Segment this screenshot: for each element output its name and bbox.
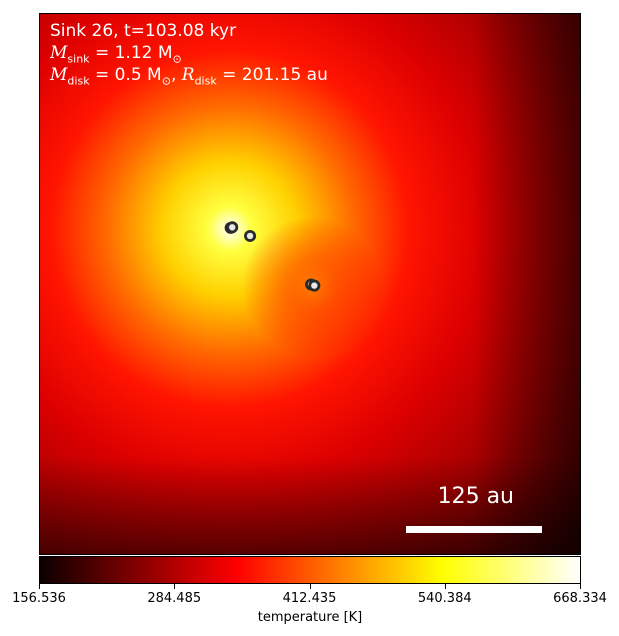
- colorbar-tick: [580, 584, 581, 589]
- snapshot-title: Sink 26, t=103.08 kyr: [50, 21, 237, 41]
- scalebar: [406, 526, 542, 533]
- heatmap-panel: Sink 26, t=103.08 kyr Msink = 1.12 M⊙ Md…: [39, 13, 581, 555]
- colorbar-tick: [309, 584, 311, 589]
- colorbar-tick: [39, 584, 40, 589]
- sink-mass-label: Msink = 1.12 M⊙: [50, 43, 182, 66]
- sink-particles: [224, 221, 321, 292]
- colorbar-tick: [444, 584, 446, 589]
- colorbar-tick-label: 668.334: [553, 591, 607, 606]
- colorbar-tick-label: 412.435: [282, 591, 337, 606]
- colorbar-tick-label: 156.536: [12, 591, 66, 606]
- colorbar: [39, 556, 581, 584]
- colorbar-tick-label: 284.485: [147, 591, 202, 606]
- sink-marker: [226, 221, 239, 234]
- colorbar-tick-label: 540.384: [417, 591, 472, 606]
- colorbar-tick: [174, 584, 176, 589]
- sink-marker: [308, 279, 321, 292]
- disk-properties-label: Mdisk = 0.5 M⊙, Rdisk = 201.15 au: [50, 65, 328, 88]
- sink-marker: [244, 229, 257, 242]
- colorbar-label: temperature [K]: [257, 610, 363, 625]
- scalebar-label: 125 au: [437, 484, 514, 509]
